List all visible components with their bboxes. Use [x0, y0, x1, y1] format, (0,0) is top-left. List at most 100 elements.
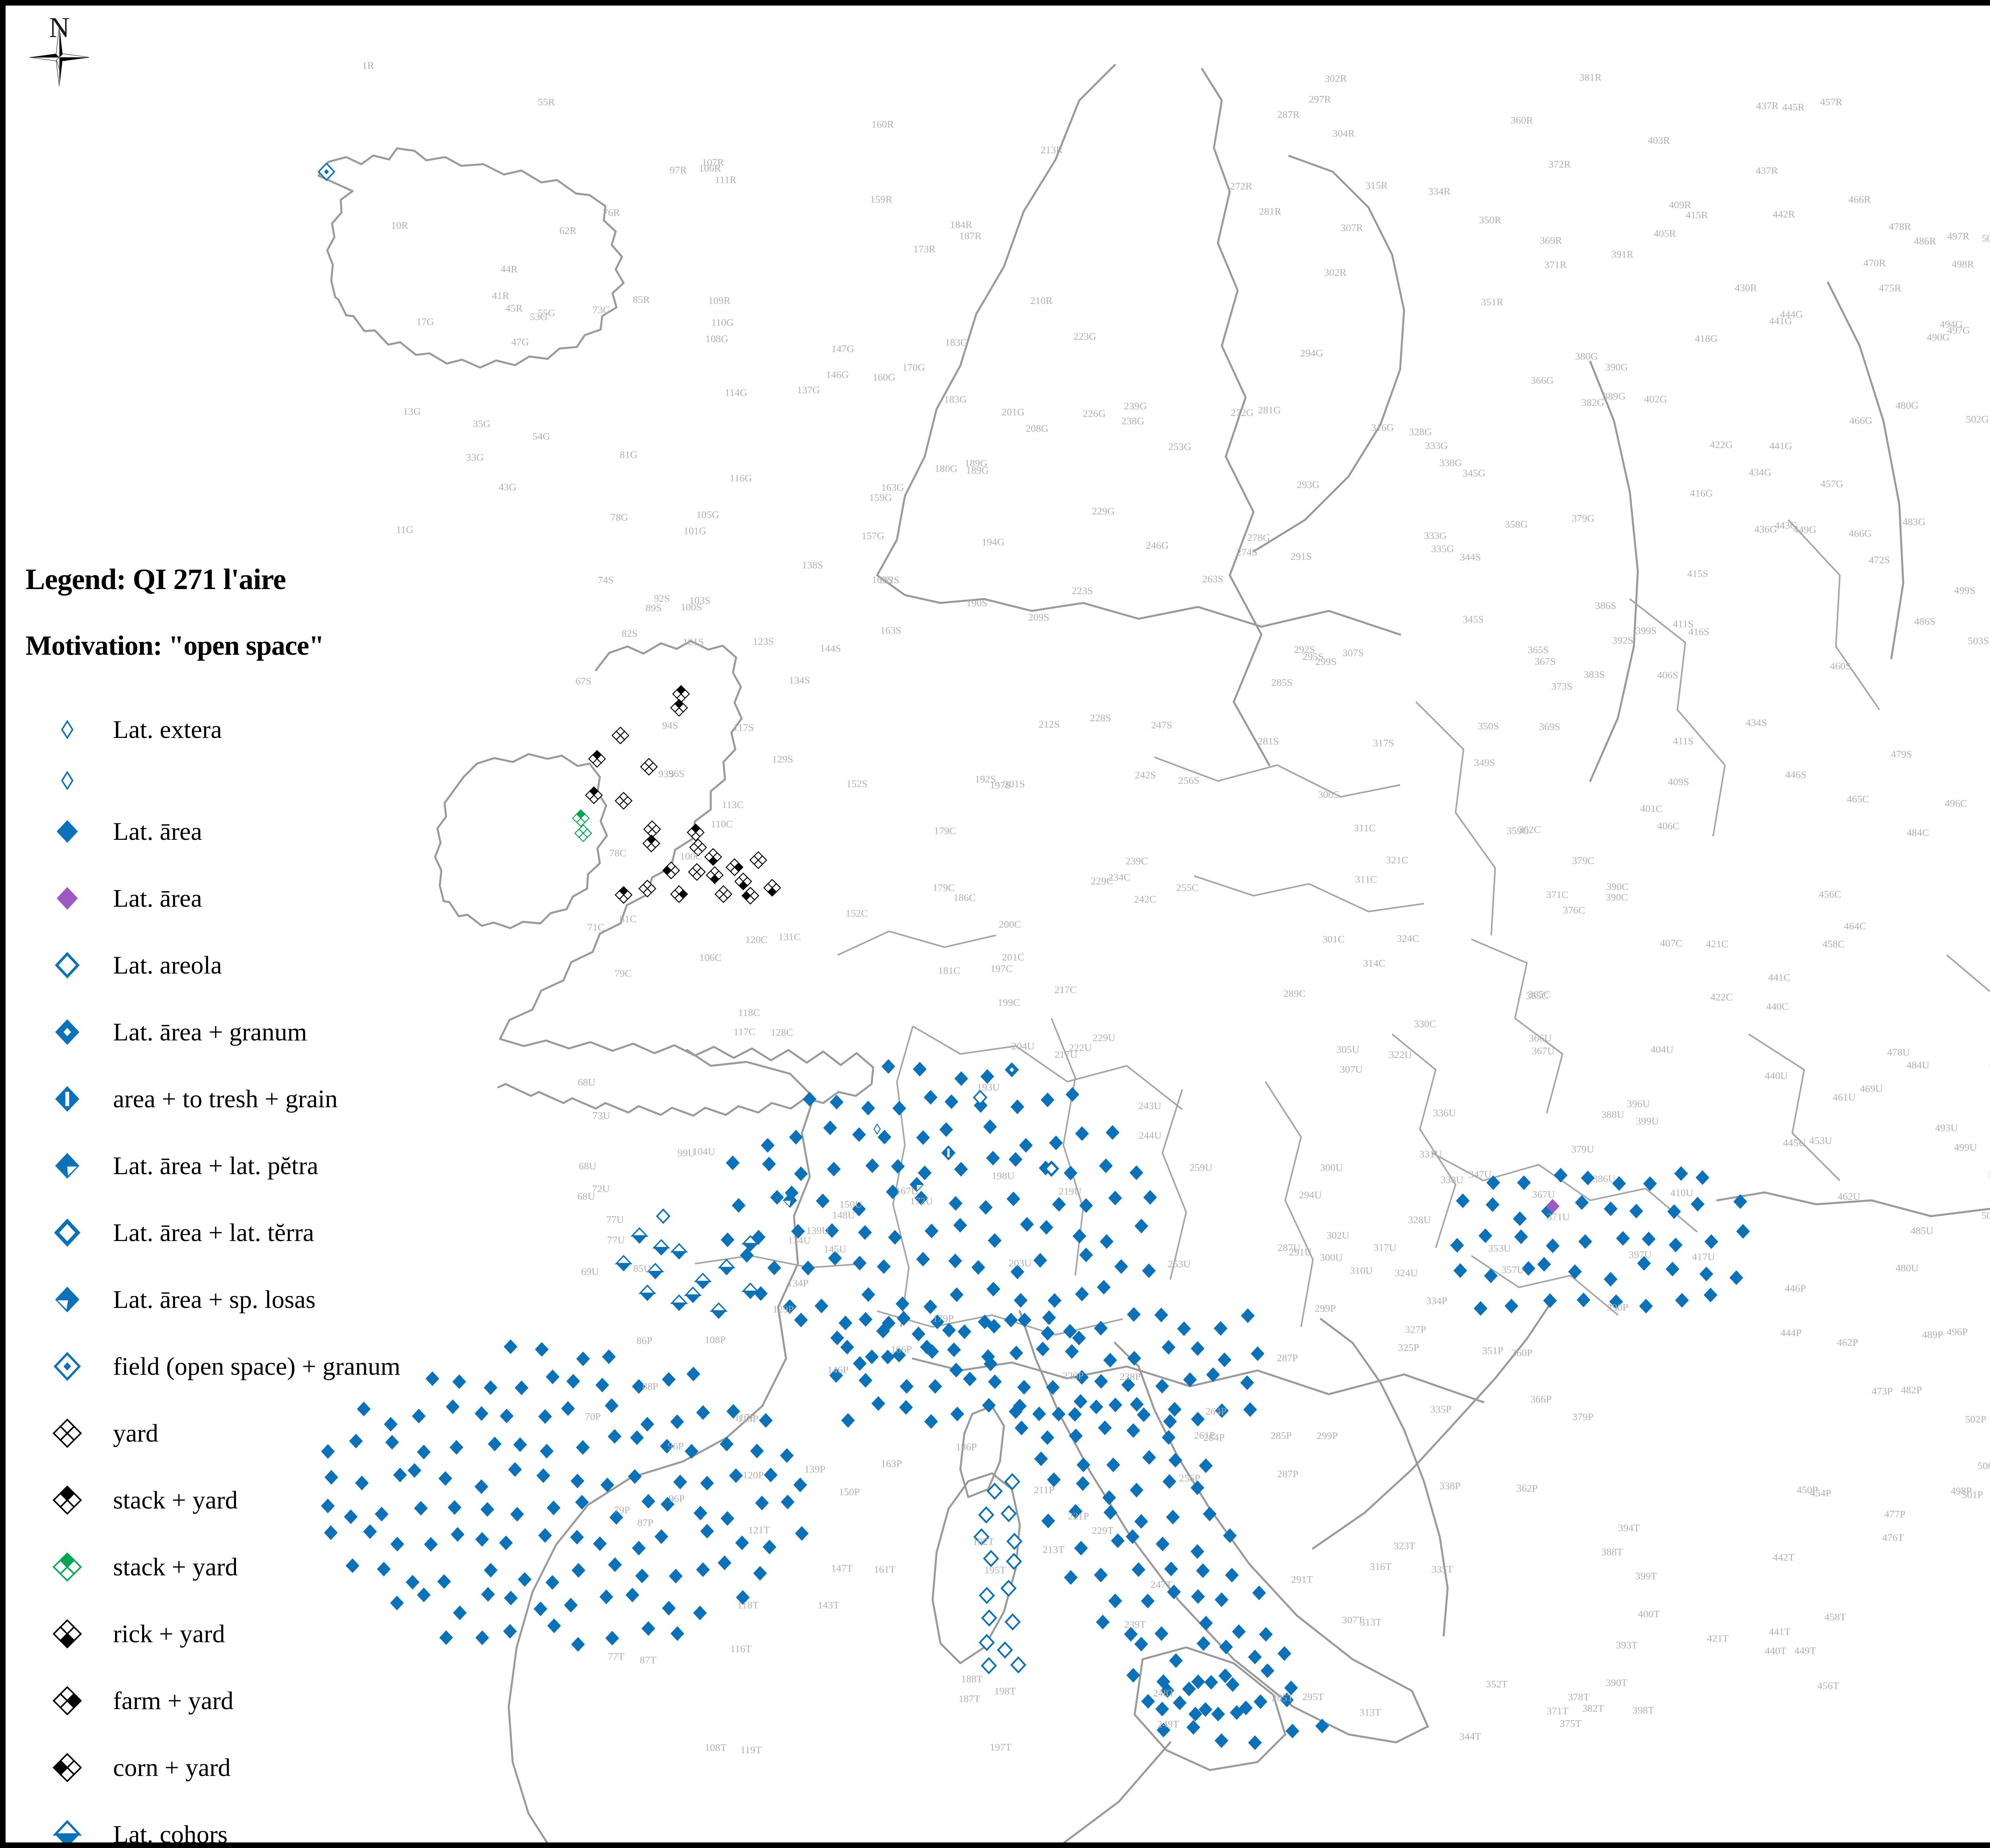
map-point-label: 462P: [1837, 1337, 1858, 1348]
map-point: [1069, 1504, 1083, 1519]
map-point: [881, 1349, 895, 1364]
map-point: [770, 1190, 784, 1205]
map-point-label: 120P: [743, 1469, 764, 1481]
map-point-label: 157G: [861, 530, 884, 542]
map-point: [720, 1232, 735, 1247]
legend-item[interactable]: Lat. ārea + granum: [21, 999, 539, 1065]
map-point: [1020, 1217, 1034, 1232]
map-point-label: 417U: [1692, 1251, 1715, 1263]
map-point: [1642, 1231, 1656, 1247]
map-point: [1130, 1483, 1143, 1498]
map-point-label: 68U: [579, 1160, 597, 1172]
map-point: [888, 1230, 902, 1245]
map-point: [816, 1193, 830, 1208]
map-point: [829, 1368, 843, 1383]
legend-item[interactable]: rick + yard: [21, 1600, 539, 1667]
map-point-label: 229U: [1093, 1032, 1116, 1043]
map-point: [1218, 1668, 1232, 1683]
map-point: [345, 1558, 360, 1573]
legend-item[interactable]: corn + yard: [21, 1734, 539, 1801]
legend-item[interactable]: Lat. ārea + lat. tĕrra: [21, 1199, 539, 1266]
map-point: [944, 1094, 958, 1109]
map-point: [638, 1284, 657, 1301]
map-point: [1251, 1346, 1265, 1361]
map-point-label: 371R: [1544, 259, 1567, 271]
map-point-label: 390G: [1605, 361, 1628, 373]
legend-item[interactable]: yard: [21, 1400, 539, 1467]
map-point: [1005, 1062, 1019, 1077]
map-point-label: 396U: [1627, 1098, 1650, 1109]
map-point-label: 146G: [826, 369, 849, 381]
map-point-label: 193U: [977, 1081, 1000, 1093]
map-point-label: 402G: [1644, 393, 1667, 405]
map-point-label: 461U: [1833, 1091, 1856, 1103]
map-point: [1167, 1585, 1181, 1600]
map-point: [662, 861, 680, 880]
map-point-label: 291T: [1291, 1573, 1313, 1585]
map-point-label: 389G: [1603, 390, 1626, 402]
map-point: [1667, 1204, 1681, 1219]
map-point-label: 415R: [1686, 209, 1708, 221]
map-point-label: 183G: [945, 337, 968, 348]
map-point: [1076, 1476, 1090, 1491]
legend-item[interactable]: Lat. extera: [21, 696, 539, 763]
map-point: [546, 1501, 561, 1515]
map-point-label: 87P: [637, 1517, 653, 1528]
map-point-label: 357U: [1501, 1264, 1524, 1275]
map-point: [538, 1528, 552, 1543]
map-point-label: 406S: [1657, 669, 1678, 681]
legend-item[interactable]: stack + yard: [21, 1534, 539, 1600]
legend-item[interactable]: Lat. ārea: [21, 798, 539, 865]
legend-item[interactable]: area + to tresh + grain: [21, 1065, 539, 1132]
legend-item[interactable]: Lat. ārea + lat. pĕtra: [21, 1132, 539, 1199]
map-point-label: 498R: [1952, 258, 1974, 270]
map-point: [510, 1507, 524, 1522]
map-point-label: 294G: [1300, 347, 1323, 359]
legend-item[interactable]: farm + yard: [21, 1667, 539, 1734]
map-point-label: 160G: [872, 371, 896, 383]
map-point: [1219, 1639, 1233, 1655]
map-point: [1196, 1563, 1210, 1578]
map-point: [1643, 1176, 1657, 1191]
map-point: [1543, 1293, 1557, 1308]
legend-symbol-quad-diamond-left-icon: [21, 1752, 113, 1783]
map-point-label: 96P: [669, 1493, 685, 1505]
map-point: [986, 1151, 1000, 1166]
map-point: [753, 1566, 767, 1581]
map-point-label: 367U: [1532, 1188, 1555, 1200]
map-point: [640, 1417, 654, 1432]
legend-item[interactable]: Lat. cohors: [21, 1801, 539, 1842]
legend-item[interactable]: field (open space) + granum: [21, 1333, 539, 1400]
map-point: [600, 1477, 615, 1493]
map-point: [916, 1252, 930, 1267]
map-point: [1173, 1695, 1187, 1710]
map-point-label: 388U: [1601, 1108, 1624, 1120]
map-point-label: 211P: [1034, 1484, 1054, 1496]
legend-item[interactable]: Lat. ārea: [21, 865, 539, 932]
map-point: [686, 1366, 700, 1382]
map-point: [720, 1511, 734, 1526]
map-point-label: 198U: [992, 1170, 1015, 1182]
legend-item[interactable]: stack + yard: [21, 1467, 539, 1534]
map-point-label: 338G: [1439, 457, 1462, 468]
map-point-label: 213T: [1043, 1544, 1065, 1555]
map-point: [424, 1537, 438, 1552]
legend-item[interactable]: Lat. ārea + sp. losas: [21, 1266, 539, 1333]
map-point-label: 311C: [1355, 874, 1377, 885]
map-point-label: 180G: [935, 463, 958, 474]
map-point: [1034, 1451, 1048, 1466]
map-point: [685, 1444, 698, 1459]
map-point: [1191, 1412, 1205, 1427]
map-point: [1065, 1087, 1079, 1102]
map-point: [1203, 1507, 1217, 1522]
map-point-label: 430R: [1734, 282, 1757, 294]
legend-item[interactable]: Lat. areola: [21, 932, 539, 999]
legend-symbol-quad-diamond-top-icon: [21, 1552, 113, 1582]
map-point-label: 120C: [745, 934, 767, 945]
map-point-label: 333G: [1425, 440, 1448, 451]
map-point-label: 285P: [1270, 1430, 1292, 1441]
map-point: [1204, 1675, 1218, 1690]
map-point: [1284, 1680, 1298, 1696]
map-point: [474, 1479, 488, 1494]
map-point-label: 179C: [933, 882, 955, 894]
